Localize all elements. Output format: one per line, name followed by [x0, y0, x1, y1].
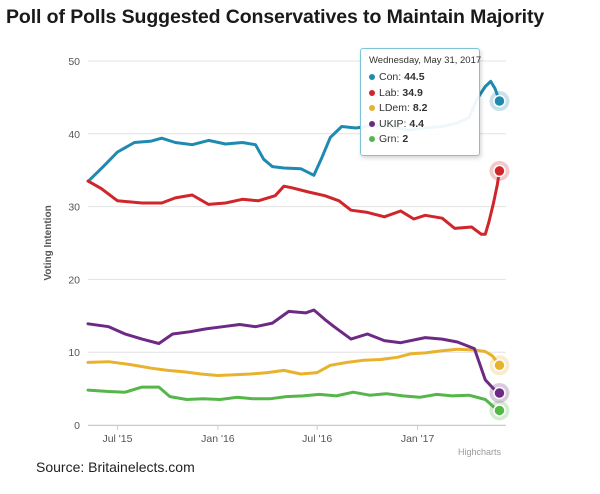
grn-end-marker — [493, 404, 506, 417]
tooltip-value: 4.4 — [409, 117, 424, 130]
x-tick-label: Jul '15 — [102, 433, 132, 445]
tooltip-row-grn: Grn: 2 — [369, 133, 471, 149]
ukip-series-line — [86, 308, 501, 395]
con-end-marker — [493, 94, 506, 108]
tooltip-row-ldem: LDem: 8.2 — [369, 102, 471, 118]
series-layer — [86, 79, 501, 412]
tooltip-row-lab: Lab: 34.9 — [369, 87, 471, 103]
tooltip-value: 2 — [402, 133, 409, 145]
credits-label[interactable]: Highcharts — [458, 447, 502, 457]
grn-series-line — [86, 385, 501, 412]
source-note: Source: Britainelects.com — [36, 459, 195, 475]
y-axis-title: Voting Intention — [43, 205, 54, 280]
ldem-end-marker — [493, 359, 506, 372]
x-tick-label: Jul '16 — [302, 433, 332, 445]
ukip-end-marker — [493, 386, 506, 400]
y-tick-label: 0 — [74, 420, 80, 432]
axis-layer: 0 10 20 30 40 50 Jul '15 Jan '16 Jul '16 Jan '17 V… — [43, 56, 506, 445]
grn-dot-icon — [369, 136, 375, 143]
marker-layer — [489, 91, 510, 421]
ldem-dot-icon — [369, 105, 375, 112]
tooltip-name: Grn — [379, 133, 397, 145]
tooltip-name: Con — [379, 71, 399, 83]
y-tick-label: 40 — [68, 129, 80, 141]
tooltip-row-con: Con: 44.5 — [369, 71, 471, 87]
y-tick-label: 50 — [68, 56, 80, 68]
y-tick-label: 20 — [68, 274, 80, 286]
y-tick-label: 30 — [68, 202, 80, 214]
y-tick-label: 10 — [68, 347, 80, 359]
x-tick-label: Jan '16 — [201, 433, 235, 445]
lab-series-line — [86, 169, 501, 236]
ukip-dot-icon — [369, 120, 375, 127]
tooltip-name: UKIP — [379, 117, 404, 130]
lab-dot-icon — [369, 89, 375, 96]
x-tick-label: Jan '17 — [401, 433, 435, 445]
tooltip-value: 8.2 — [412, 102, 428, 114]
tooltip-value: 34.9 — [402, 86, 423, 99]
tooltip-date: Wednesday, May 31, 2017 — [369, 55, 482, 66]
tooltip-name: Lab — [379, 86, 397, 99]
tooltip: Wednesday, May 31, 2017 Con: 44.5 Lab: 3… — [360, 48, 482, 156]
tooltip-value: 44.5 — [404, 71, 425, 83]
con-dot-icon — [369, 74, 375, 81]
chart-title: Poll of Polls Suggested Conservatives to… — [6, 6, 545, 28]
lab-end-marker — [493, 164, 506, 178]
ldem-series-line — [86, 347, 501, 377]
tooltip-name: LDem — [379, 102, 408, 114]
tooltip-row-ukip: UKIP: 4.4 — [369, 118, 471, 134]
